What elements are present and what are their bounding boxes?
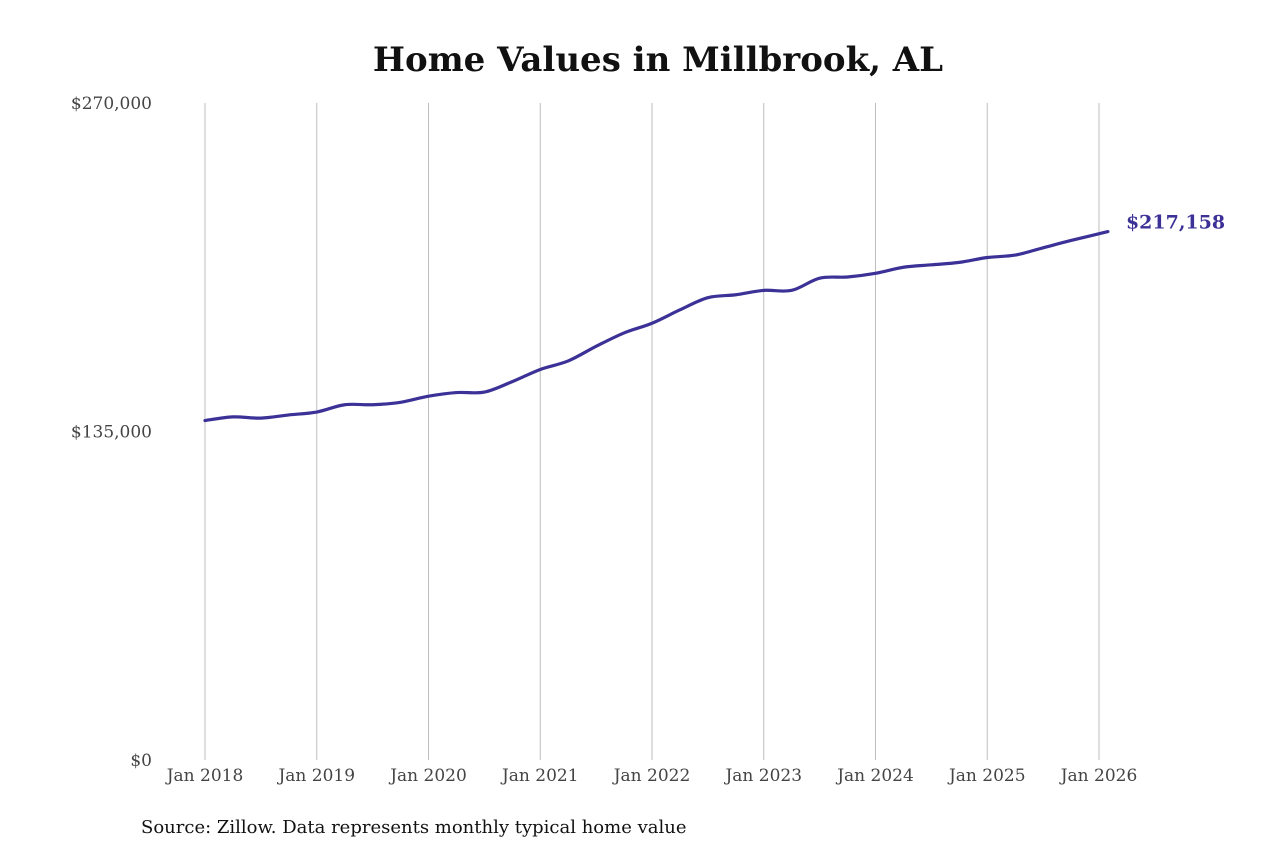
y-tick-label: $135,000 — [71, 423, 152, 443]
series-line — [203, 229, 1110, 423]
y-tick-label: $270,000 — [71, 94, 152, 114]
x-tick-label: Jan 2026 — [1059, 766, 1138, 786]
x-tick-label: Jan 2025 — [947, 766, 1026, 786]
y-axis: $0 $135,000 $270,000 — [71, 94, 152, 771]
gridlines — [204, 103, 1100, 760]
end-value-label: $217,158 — [1126, 212, 1225, 234]
x-axis: Jan 2018 Jan 2019 Jan 2020 Jan 2021 Jan 2022… — [165, 766, 1138, 786]
y-tick-label: $0 — [130, 751, 152, 771]
x-tick-label: Jan 2020 — [388, 766, 467, 786]
source-note: Source: Zillow. Data represents monthly … — [141, 817, 687, 838]
x-tick-label: Jan 2018 — [165, 766, 244, 786]
chart-title: Home Values in Millbrook, AL — [372, 40, 944, 80]
x-tick-label: Jan 2023 — [723, 766, 802, 786]
x-tick-label: Jan 2021 — [500, 766, 579, 786]
x-tick-label: Jan 2019 — [276, 766, 355, 786]
x-tick-label: Jan 2022 — [612, 766, 691, 786]
x-tick-label: Jan 2024 — [835, 766, 914, 786]
